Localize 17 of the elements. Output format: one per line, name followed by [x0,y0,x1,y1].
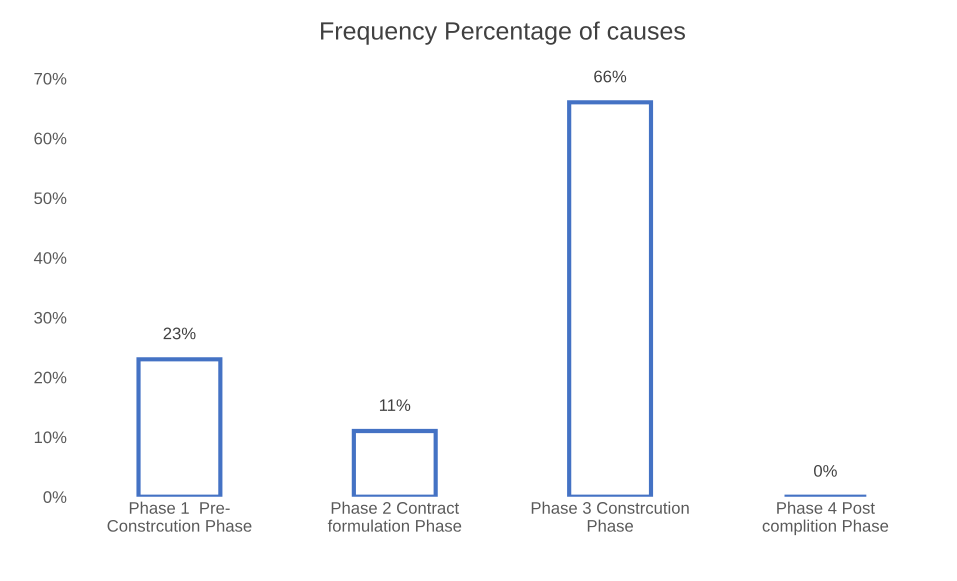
x-tick-label: Phase 4 Post complition Phase [762,502,888,536]
x-tick-label: Phase 3 Constrcution Phase [532,502,689,532]
data-label: 66% [594,70,626,82]
x-tick-label: Phase 2 Contract formulation Phase [328,502,462,532]
y-tick-label: 20% [34,372,66,384]
y-tick-label: 60% [34,132,66,144]
chart-title: Frequency Percentage of causes [321,21,685,45]
data-label: 0% [814,464,837,477]
data-label: 11% [380,399,410,411]
y-tick-label: 40% [34,252,66,264]
y-tick-label: 50% [34,192,66,204]
x-tick-label: Phase 1 Pre- Constrcution Phase [108,502,252,532]
y-tick-label: 70% [34,72,66,85]
y-tick-label: 30% [34,312,66,324]
y-tick-label: 0% [43,491,66,503]
y-tick-label: 10% [34,431,66,444]
data-label: 23% [164,328,196,340]
